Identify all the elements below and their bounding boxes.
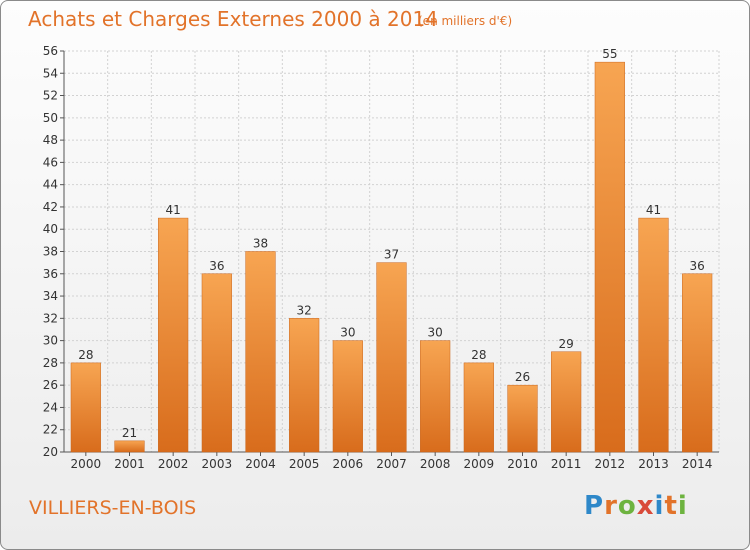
bar-2011 bbox=[551, 351, 582, 453]
y-tick-label: 44 bbox=[43, 178, 58, 192]
x-tick-label: 2000 bbox=[71, 457, 102, 471]
bar-value-label: 38 bbox=[253, 237, 268, 251]
commune-name: VILLIERS-EN-BOIS bbox=[29, 497, 197, 519]
y-tick-label: 28 bbox=[43, 356, 58, 370]
bar-value-label: 26 bbox=[515, 370, 530, 384]
bar-value-label: 30 bbox=[428, 326, 443, 340]
x-tick-label: 2005 bbox=[289, 457, 320, 471]
bar-2006 bbox=[332, 340, 363, 453]
logo-letter: x bbox=[636, 491, 655, 521]
y-tick-label: 50 bbox=[43, 111, 58, 125]
x-tick-label: 2010 bbox=[507, 457, 538, 471]
y-tick-label: 40 bbox=[43, 222, 58, 236]
bar-2013 bbox=[638, 217, 669, 453]
logo-letter: o bbox=[617, 491, 637, 521]
logo-letter: P bbox=[584, 491, 605, 521]
x-tick-labels: 2000 2001 2002 2003 2004 2005 2006 2007 2008 2009… bbox=[71, 457, 713, 471]
bar-value-label: 55 bbox=[602, 47, 617, 61]
bar-2000 bbox=[70, 362, 101, 453]
y-tick-label: 26 bbox=[43, 378, 58, 392]
y-tick-label: 42 bbox=[43, 200, 58, 214]
x-tick-label: 2011 bbox=[551, 457, 582, 471]
bar-value-label: 32 bbox=[297, 303, 312, 317]
chart-subtitle: (en milliers d'€) bbox=[418, 14, 513, 28]
bar-value-label: 36 bbox=[209, 259, 224, 273]
logo-letter: r bbox=[604, 491, 618, 521]
bar-value-labels: 28 21 41 36 38 32 30 37 30 28 26 29 55 41 36 bbox=[78, 47, 705, 440]
bar-value-label: 36 bbox=[690, 259, 705, 273]
bar-value-label: 21 bbox=[122, 426, 137, 440]
logo-letter: i bbox=[654, 491, 665, 521]
x-tick-label: 2008 bbox=[420, 457, 451, 471]
y-tick-label: 20 bbox=[43, 445, 58, 459]
bar-value-label: 29 bbox=[559, 337, 574, 351]
bar-2004 bbox=[245, 251, 276, 453]
x-tick-label: 2006 bbox=[333, 457, 364, 471]
y-tick-label: 52 bbox=[43, 89, 58, 103]
bar-2005 bbox=[289, 318, 320, 453]
x-tick-label: 2013 bbox=[638, 457, 669, 471]
y-tick-label: 48 bbox=[43, 133, 58, 147]
y-tick-label: 30 bbox=[43, 334, 58, 348]
bar-2012 bbox=[594, 61, 625, 453]
bar-value-label: 37 bbox=[384, 248, 399, 262]
bar-value-label: 28 bbox=[78, 348, 93, 362]
y-tick-label: 56 bbox=[43, 44, 58, 58]
proxiti-logo[interactable]: Proxiti bbox=[584, 491, 688, 521]
x-tick-label: 2004 bbox=[245, 457, 276, 471]
logo-letter: t bbox=[664, 491, 678, 521]
bar-2003 bbox=[201, 273, 232, 453]
bar-value-label: 30 bbox=[340, 326, 355, 340]
x-tick-label: 2014 bbox=[682, 457, 713, 471]
bar-value-label: 41 bbox=[646, 203, 661, 217]
y-tick-label: 54 bbox=[43, 66, 58, 80]
x-tick-label: 2012 bbox=[595, 457, 626, 471]
y-tick-label: 22 bbox=[43, 423, 58, 437]
y-tick-label: 32 bbox=[43, 311, 58, 325]
bar-value-label: 41 bbox=[166, 203, 181, 217]
x-tick-label: 2007 bbox=[376, 457, 407, 471]
x-tick-label: 2009 bbox=[464, 457, 495, 471]
bar-2008 bbox=[420, 340, 451, 453]
bar-2010 bbox=[507, 384, 538, 453]
bar-2009 bbox=[463, 362, 494, 453]
bar-value-label: 28 bbox=[471, 348, 486, 362]
x-tick-label: 2003 bbox=[202, 457, 233, 471]
chart-title: Achats et Charges Externes 2000 à 2014 bbox=[28, 7, 438, 31]
y-tick-label: 36 bbox=[43, 267, 58, 281]
x-tick-label: 2001 bbox=[114, 457, 145, 471]
bar-2001 bbox=[114, 440, 145, 453]
bar-2007 bbox=[376, 262, 407, 453]
logo-letter: i bbox=[677, 491, 688, 521]
y-tick-label: 38 bbox=[43, 245, 58, 259]
bars bbox=[70, 61, 713, 453]
y-tick-label: 24 bbox=[43, 400, 58, 414]
y-tick-label: 46 bbox=[43, 155, 58, 169]
x-tick-label: 2002 bbox=[158, 457, 189, 471]
bar-2014 bbox=[682, 273, 713, 453]
y-tick-label: 34 bbox=[43, 289, 58, 303]
y-tick-labels: 20 22 24 26 28 30 32 34 36 38 40 42 44 46 48 50 52 54 56 bbox=[43, 44, 58, 459]
bar-2002 bbox=[158, 217, 189, 453]
